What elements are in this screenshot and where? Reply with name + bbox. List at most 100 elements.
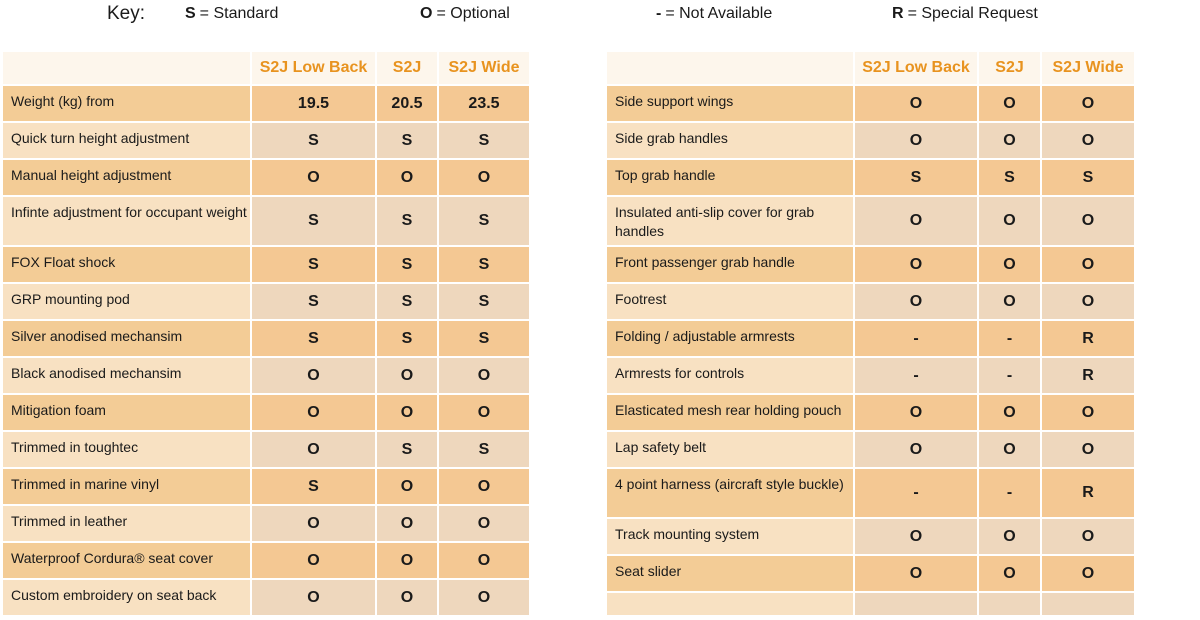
value-cell: O: [1042, 197, 1134, 247]
value-cell: -: [855, 321, 979, 358]
value-cell: S: [439, 123, 529, 160]
value-cell: -: [979, 321, 1042, 358]
empty-cell: [607, 593, 855, 617]
value-cell: -: [979, 358, 1042, 395]
value-cell: O: [252, 580, 377, 617]
value-cell: O: [377, 543, 439, 580]
value-cell: O: [855, 519, 979, 556]
value-cell: O: [979, 284, 1042, 321]
value-cell: O: [979, 86, 1042, 123]
value-cell: S: [252, 123, 377, 160]
value-cell: O: [377, 580, 439, 617]
key-item-standard: S = Standard: [185, 5, 278, 23]
feature-cell: Side support wings: [607, 86, 855, 123]
value-cell: O: [439, 395, 529, 432]
table-body: Side support wings O O O Side grab handles O O…: [607, 86, 1134, 617]
feature-cell: Silver anodised mechansim: [3, 321, 252, 358]
value-cell: S: [252, 284, 377, 321]
feature-cell: Footrest: [607, 284, 855, 321]
value-cell: O: [439, 160, 529, 197]
table-body: Weight (kg) from 19.5 20.5 23.5 Quick turn h…: [3, 86, 529, 617]
empty-cell: [855, 593, 979, 617]
empty-cell: [979, 593, 1042, 617]
table-row: Footrest O O O: [607, 284, 1134, 321]
feature-cell: Elasticated mesh rear holding pouch: [607, 395, 855, 432]
value-cell: S: [439, 321, 529, 358]
column-header-s2j: S2J: [377, 52, 439, 86]
key-legend: Key: S = Standard O = Optional - = Not Avai…: [0, 0, 1200, 30]
table-row: Trimmed in leather O O O: [3, 506, 529, 543]
spec-table-left: S2J Low Back S2J S2J Wide Weight (kg) fr…: [3, 52, 529, 617]
feature-cell: Folding / adjustable armrests: [607, 321, 855, 358]
column-header-s2j: S2J: [979, 52, 1042, 86]
value-cell: O: [252, 432, 377, 469]
key-item-not-available: - = Not Available: [656, 5, 772, 23]
value-cell: O: [1042, 395, 1134, 432]
value-cell: O: [979, 556, 1042, 593]
value-cell: O: [252, 358, 377, 395]
value-cell: O: [855, 123, 979, 160]
value-cell: S: [252, 247, 377, 284]
value-cell: O: [855, 86, 979, 123]
value-cell: 23.5: [439, 86, 529, 123]
value-cell: O: [1042, 86, 1134, 123]
feature-cell: Custom embroidery on seat back: [3, 580, 252, 617]
value-cell: O: [439, 506, 529, 543]
table-row: Manual height adjustment O O O: [3, 160, 529, 197]
table-row: FOX Float shock S S S: [3, 247, 529, 284]
key-label: = Special Request: [907, 5, 1038, 22]
key-symbol: O: [420, 5, 433, 22]
value-cell: O: [1042, 247, 1134, 284]
value-cell: 19.5: [252, 86, 377, 123]
value-cell: O: [855, 395, 979, 432]
value-cell: S: [439, 284, 529, 321]
table-row: Mitigation foam O O O: [3, 395, 529, 432]
table-row: Top grab handle S S S: [607, 160, 1134, 197]
table-row: Trimmed in toughtec O S S: [3, 432, 529, 469]
value-cell: O: [252, 160, 377, 197]
feature-cell: Front passenger grab handle: [607, 247, 855, 284]
value-cell: -: [855, 358, 979, 395]
value-cell: S: [252, 469, 377, 506]
column-header-s2j-low-back: S2J Low Back: [252, 52, 377, 86]
empty-row: [607, 593, 1134, 617]
table-row: Side support wings O O O: [607, 86, 1134, 123]
feature-cell: Trimmed in leather: [3, 506, 252, 543]
value-cell: S: [979, 160, 1042, 197]
table-row: 4 point harness (aircraft style buckle) -…: [607, 469, 1134, 519]
value-cell: O: [439, 469, 529, 506]
value-cell: O: [855, 197, 979, 247]
table-row: Waterproof Cordura® seat cover O O O: [3, 543, 529, 580]
feature-cell: Armrests for controls: [607, 358, 855, 395]
feature-column-header: [607, 52, 855, 86]
value-cell: 20.5: [377, 86, 439, 123]
value-cell: O: [1042, 284, 1134, 321]
table-row: Insulated anti-slip cover for grab handl…: [607, 197, 1134, 247]
value-cell: O: [1042, 519, 1134, 556]
table-row: Silver anodised mechansim S S S: [3, 321, 529, 358]
value-cell: O: [1042, 556, 1134, 593]
feature-cell: Quick turn height adjustment: [3, 123, 252, 160]
value-cell: O: [979, 123, 1042, 160]
spec-table-right: S2J Low Back S2J S2J Wide Side support w…: [607, 52, 1134, 617]
table-row: Elasticated mesh rear holding pouch O O O: [607, 395, 1134, 432]
feature-cell: GRP mounting pod: [3, 284, 252, 321]
value-cell: R: [1042, 321, 1134, 358]
value-cell: S: [377, 247, 439, 284]
key-title: Key:: [107, 3, 146, 24]
value-cell: O: [377, 469, 439, 506]
key-label: = Standard: [199, 5, 279, 22]
value-cell: O: [439, 543, 529, 580]
table-row: Lap safety belt O O O: [607, 432, 1134, 469]
value-cell: O: [979, 519, 1042, 556]
value-cell: O: [252, 395, 377, 432]
value-cell: O: [855, 432, 979, 469]
value-cell: -: [979, 469, 1042, 519]
feature-cell: Seat slider: [607, 556, 855, 593]
feature-cell: Trimmed in toughtec: [3, 432, 252, 469]
feature-cell: FOX Float shock: [3, 247, 252, 284]
value-cell: O: [252, 543, 377, 580]
value-cell: O: [855, 556, 979, 593]
value-cell: O: [855, 247, 979, 284]
value-cell: O: [377, 160, 439, 197]
